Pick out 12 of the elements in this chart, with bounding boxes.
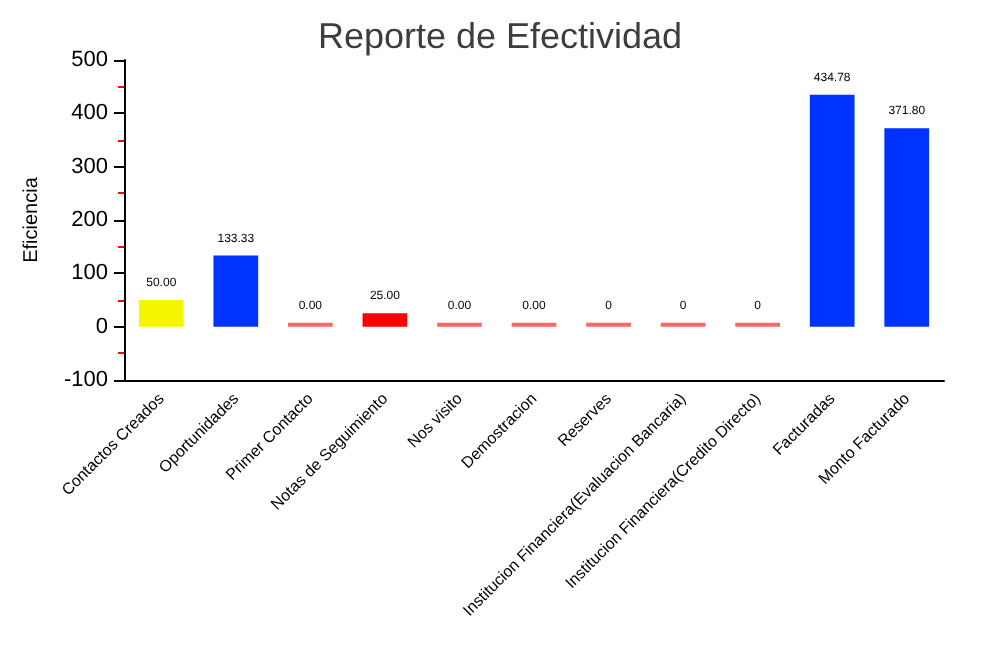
bar [884, 128, 930, 327]
chart-title: Reporte de Efectividad [317, 16, 683, 56]
y-tick-label: 200 [71, 208, 108, 232]
y-tick-label: 0 [95, 314, 108, 339]
bar [809, 94, 855, 327]
y-axis-title: Eficiencia [21, 176, 44, 263]
y-tick-label: 500 [71, 48, 108, 72]
y-tick-label: 400 [71, 101, 108, 126]
bar [213, 255, 259, 327]
y-tick-label: -100 [63, 368, 108, 392]
y-tick-label: 300 [71, 154, 108, 179]
y-tick-label: 100 [71, 261, 108, 286]
